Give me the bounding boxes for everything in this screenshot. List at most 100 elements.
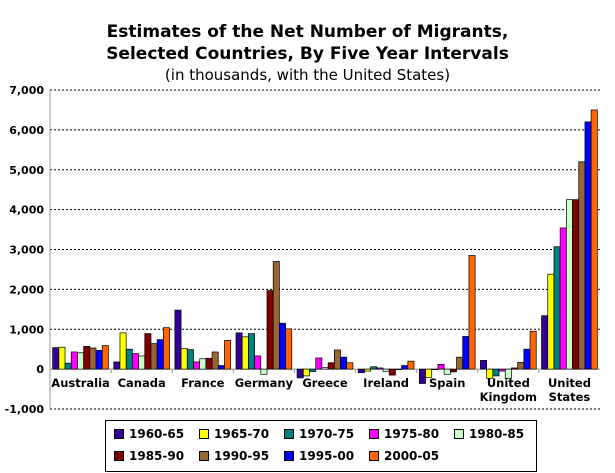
bar xyxy=(498,368,506,372)
legend-swatch xyxy=(114,429,124,439)
bar xyxy=(77,352,85,370)
bar xyxy=(193,361,201,370)
bar xyxy=(346,362,354,370)
bar xyxy=(83,346,91,370)
legend-label: 1960-65 xyxy=(129,427,185,441)
bar xyxy=(248,333,255,370)
y-tick-label: 2,000 xyxy=(9,283,44,296)
legend-item: 1990-95 xyxy=(199,449,269,463)
bar xyxy=(523,348,531,370)
legend-item: 1960-65 xyxy=(114,427,184,441)
bar xyxy=(565,199,573,370)
bar xyxy=(52,347,60,370)
bar xyxy=(401,365,409,370)
x-tick-label: Greece xyxy=(302,376,348,390)
y-tick-label: 7,000 xyxy=(9,84,44,97)
bar xyxy=(163,327,170,370)
bar xyxy=(584,121,592,370)
bar xyxy=(315,357,323,370)
bar xyxy=(370,366,378,370)
legend-label: 2000-05 xyxy=(384,449,440,463)
bar xyxy=(241,336,249,370)
bar xyxy=(340,356,348,370)
legend-item: 2000-05 xyxy=(369,449,439,463)
legend-swatch xyxy=(369,451,379,461)
x-tick-label: States xyxy=(549,390,591,404)
y-tick-label: 4,000 xyxy=(9,204,44,217)
bar xyxy=(395,368,402,370)
bar xyxy=(425,368,433,378)
bar xyxy=(266,290,274,370)
bar xyxy=(376,367,384,370)
legend: 1960-65 1965-70 1970-75 1975-80 1980-85 1985-… xyxy=(105,420,537,472)
bar xyxy=(468,255,476,370)
y-tick-label: 3,000 xyxy=(9,244,44,257)
bar xyxy=(70,351,78,370)
chart-title-line1: Estimates of the Net Number of Migrants, xyxy=(106,22,509,42)
legend-label: 1990-95 xyxy=(214,449,270,463)
bar xyxy=(217,365,225,370)
bar xyxy=(517,361,525,370)
x-tick-label: United xyxy=(487,376,530,390)
bar xyxy=(285,328,293,370)
x-tick-label: Germany xyxy=(235,376,294,390)
bar xyxy=(431,368,439,370)
legend-item: 1980-85 xyxy=(454,427,524,441)
legend-item: 1985-90 xyxy=(114,449,184,463)
legend-item: 1975-80 xyxy=(369,427,439,441)
legend-item: 1970-75 xyxy=(284,427,354,441)
legend-swatch xyxy=(284,451,294,461)
bar xyxy=(541,315,549,370)
chart-title-line2: Selected Countries, By Five Year Interva… xyxy=(106,44,509,64)
y-tick-label: -1,000 xyxy=(5,403,45,416)
bar xyxy=(578,161,586,370)
bar xyxy=(529,330,537,370)
legend-item: 1965-70 xyxy=(199,427,269,441)
bar xyxy=(119,332,127,370)
bar xyxy=(254,355,262,370)
legend-label: 1975-80 xyxy=(384,427,440,441)
bar xyxy=(590,109,598,370)
bar xyxy=(553,246,561,370)
bar xyxy=(302,368,310,377)
y-tick-label: 6,000 xyxy=(9,124,44,137)
x-tick-label: Kingdom xyxy=(480,390,537,404)
legend-swatch xyxy=(369,429,379,439)
x-tick-label: Spain xyxy=(429,376,465,390)
bar xyxy=(260,368,268,375)
legend-label: 1980-85 xyxy=(469,427,525,441)
bar xyxy=(101,345,109,370)
legend-item: 1995-00 xyxy=(284,449,354,463)
x-tick-label: Canada xyxy=(118,376,166,390)
bar xyxy=(186,349,194,370)
bar xyxy=(407,360,415,370)
bar xyxy=(174,309,182,370)
y-tick-label: 0 xyxy=(36,363,44,376)
bar xyxy=(58,346,66,370)
legend-swatch xyxy=(284,429,294,439)
bar xyxy=(150,343,158,370)
legend-label: 1965-70 xyxy=(214,427,270,441)
bar xyxy=(388,368,396,376)
bar xyxy=(437,363,445,370)
bar xyxy=(480,360,487,370)
bar xyxy=(199,358,207,370)
bar xyxy=(205,358,213,370)
legend-swatch xyxy=(114,451,124,461)
bar xyxy=(559,227,567,370)
bar xyxy=(89,347,97,370)
bar xyxy=(132,353,139,370)
bar xyxy=(144,333,152,370)
bar xyxy=(492,368,500,377)
y-tick-label: 1,000 xyxy=(9,323,44,336)
bar xyxy=(95,350,103,370)
bar xyxy=(113,361,121,370)
bar xyxy=(279,322,286,370)
bar xyxy=(456,356,464,370)
bar xyxy=(224,340,232,370)
bar xyxy=(504,368,512,379)
chart-subtitle: (in thousands, with the United States) xyxy=(164,66,451,84)
bar xyxy=(382,368,390,372)
x-tick-label: Australia xyxy=(51,376,110,390)
